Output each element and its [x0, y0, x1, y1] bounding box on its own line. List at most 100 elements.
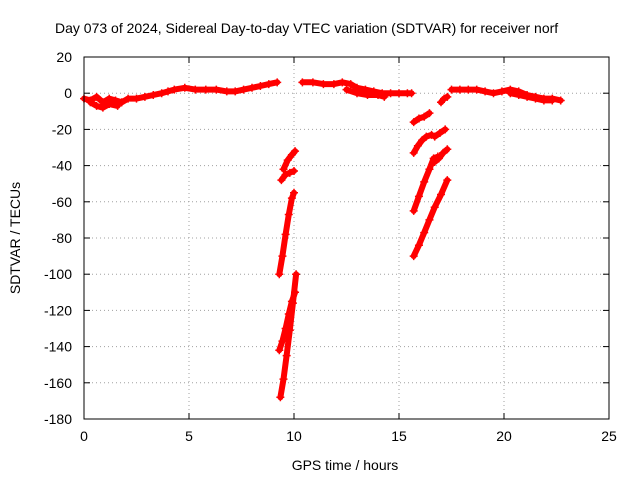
data-point — [86, 98, 95, 107]
data-point — [290, 167, 298, 176]
y-tick-label: 0 — [64, 85, 72, 101]
data-point — [414, 241, 423, 250]
arc-dip-early — [86, 98, 122, 112]
data-point — [264, 80, 273, 89]
data-point — [409, 148, 418, 157]
data-point — [124, 94, 133, 103]
data-point — [281, 230, 290, 239]
data-point — [447, 85, 456, 94]
data-point — [292, 270, 301, 279]
data-point — [287, 194, 296, 203]
y-tick-label: -140 — [44, 339, 72, 355]
data-point — [413, 141, 422, 150]
y-axis-title: SDTVAR / TECUs — [7, 182, 23, 294]
data-point — [273, 78, 282, 87]
data-point — [212, 85, 221, 94]
data-point — [180, 83, 189, 92]
data-point — [386, 89, 395, 98]
data-point — [414, 114, 423, 123]
data-point — [319, 80, 328, 89]
chart-title: Day 073 of 2024, Sidereal Day-to-day VTE… — [55, 20, 558, 36]
data-point — [523, 92, 532, 101]
x-tick-label: 20 — [496, 428, 512, 444]
y-tick-label: -120 — [44, 302, 72, 318]
data-point — [548, 96, 557, 105]
data-point — [455, 85, 464, 94]
data-point — [290, 188, 298, 197]
data-point — [437, 190, 445, 199]
data-point — [380, 92, 389, 101]
series-trace — [276, 189, 297, 278]
data-point — [430, 157, 439, 166]
data-point — [284, 210, 293, 219]
series-trace — [280, 148, 299, 173]
data-point — [481, 87, 490, 96]
x-axis-title: GPS time / hours — [292, 457, 399, 473]
data-point — [374, 91, 382, 100]
data-point — [92, 92, 101, 101]
arc-dip2-g — [437, 92, 452, 107]
data-point — [346, 80, 355, 89]
data-point — [281, 170, 290, 179]
series-trace — [410, 110, 433, 126]
y-tick-label: -40 — [52, 158, 72, 174]
arc-dip2-d — [409, 130, 436, 157]
data-point — [164, 87, 172, 96]
x-axis: 0 5 10 15 20 25 — [80, 57, 617, 444]
data-point — [430, 203, 439, 212]
data-point — [248, 83, 256, 92]
data-point — [282, 351, 291, 360]
data-point — [239, 85, 248, 94]
data-point — [98, 103, 107, 112]
data-point — [222, 87, 231, 96]
x-tick-label: 15 — [391, 428, 407, 444]
data-point — [278, 337, 287, 346]
data-point — [472, 85, 481, 94]
arc-steep-b — [277, 167, 298, 185]
series-layer — [80, 78, 565, 402]
data-point — [279, 375, 288, 384]
data-point — [353, 89, 361, 98]
x-tick-label: 25 — [601, 428, 617, 444]
data-point — [285, 168, 294, 177]
x-tick-label: 0 — [80, 428, 88, 444]
data-point — [409, 252, 418, 261]
arc-mid-lower — [342, 85, 389, 101]
series-trace — [431, 146, 451, 165]
data-point — [276, 393, 285, 402]
data-point — [489, 89, 498, 98]
y-tick-label: -160 — [44, 375, 72, 391]
data-point — [464, 85, 473, 94]
data-point — [92, 101, 101, 110]
data-point — [531, 94, 540, 103]
data-point — [539, 96, 548, 105]
data-point — [425, 165, 434, 174]
series-trace — [278, 168, 297, 184]
data-point — [338, 78, 347, 87]
arc-steep-e — [276, 270, 301, 402]
arc-late-lower — [506, 89, 557, 105]
data-point — [201, 85, 210, 94]
data-point — [105, 100, 114, 109]
data-point — [443, 176, 452, 185]
data-point — [298, 78, 307, 87]
plot-frame — [83, 56, 610, 420]
data-point — [497, 87, 506, 96]
data-point — [132, 94, 141, 103]
data-point — [329, 80, 338, 89]
arc-dip2-a — [409, 176, 452, 261]
data-point — [140, 92, 149, 101]
data-point — [170, 85, 179, 94]
y-tick-label: -20 — [52, 121, 72, 137]
data-point — [149, 91, 158, 100]
data-point — [422, 132, 431, 141]
y-axis: -180 -160 -140 -120 -100 -80 -60 -40 -20 0 20 — [44, 49, 609, 427]
y-tick-label: -80 — [52, 230, 72, 246]
data-point — [279, 165, 288, 174]
y-tick-label: -100 — [44, 266, 72, 282]
data-point — [418, 136, 427, 145]
x-tick-label: 10 — [286, 428, 302, 444]
data-point — [157, 89, 166, 98]
data-point — [231, 87, 240, 96]
